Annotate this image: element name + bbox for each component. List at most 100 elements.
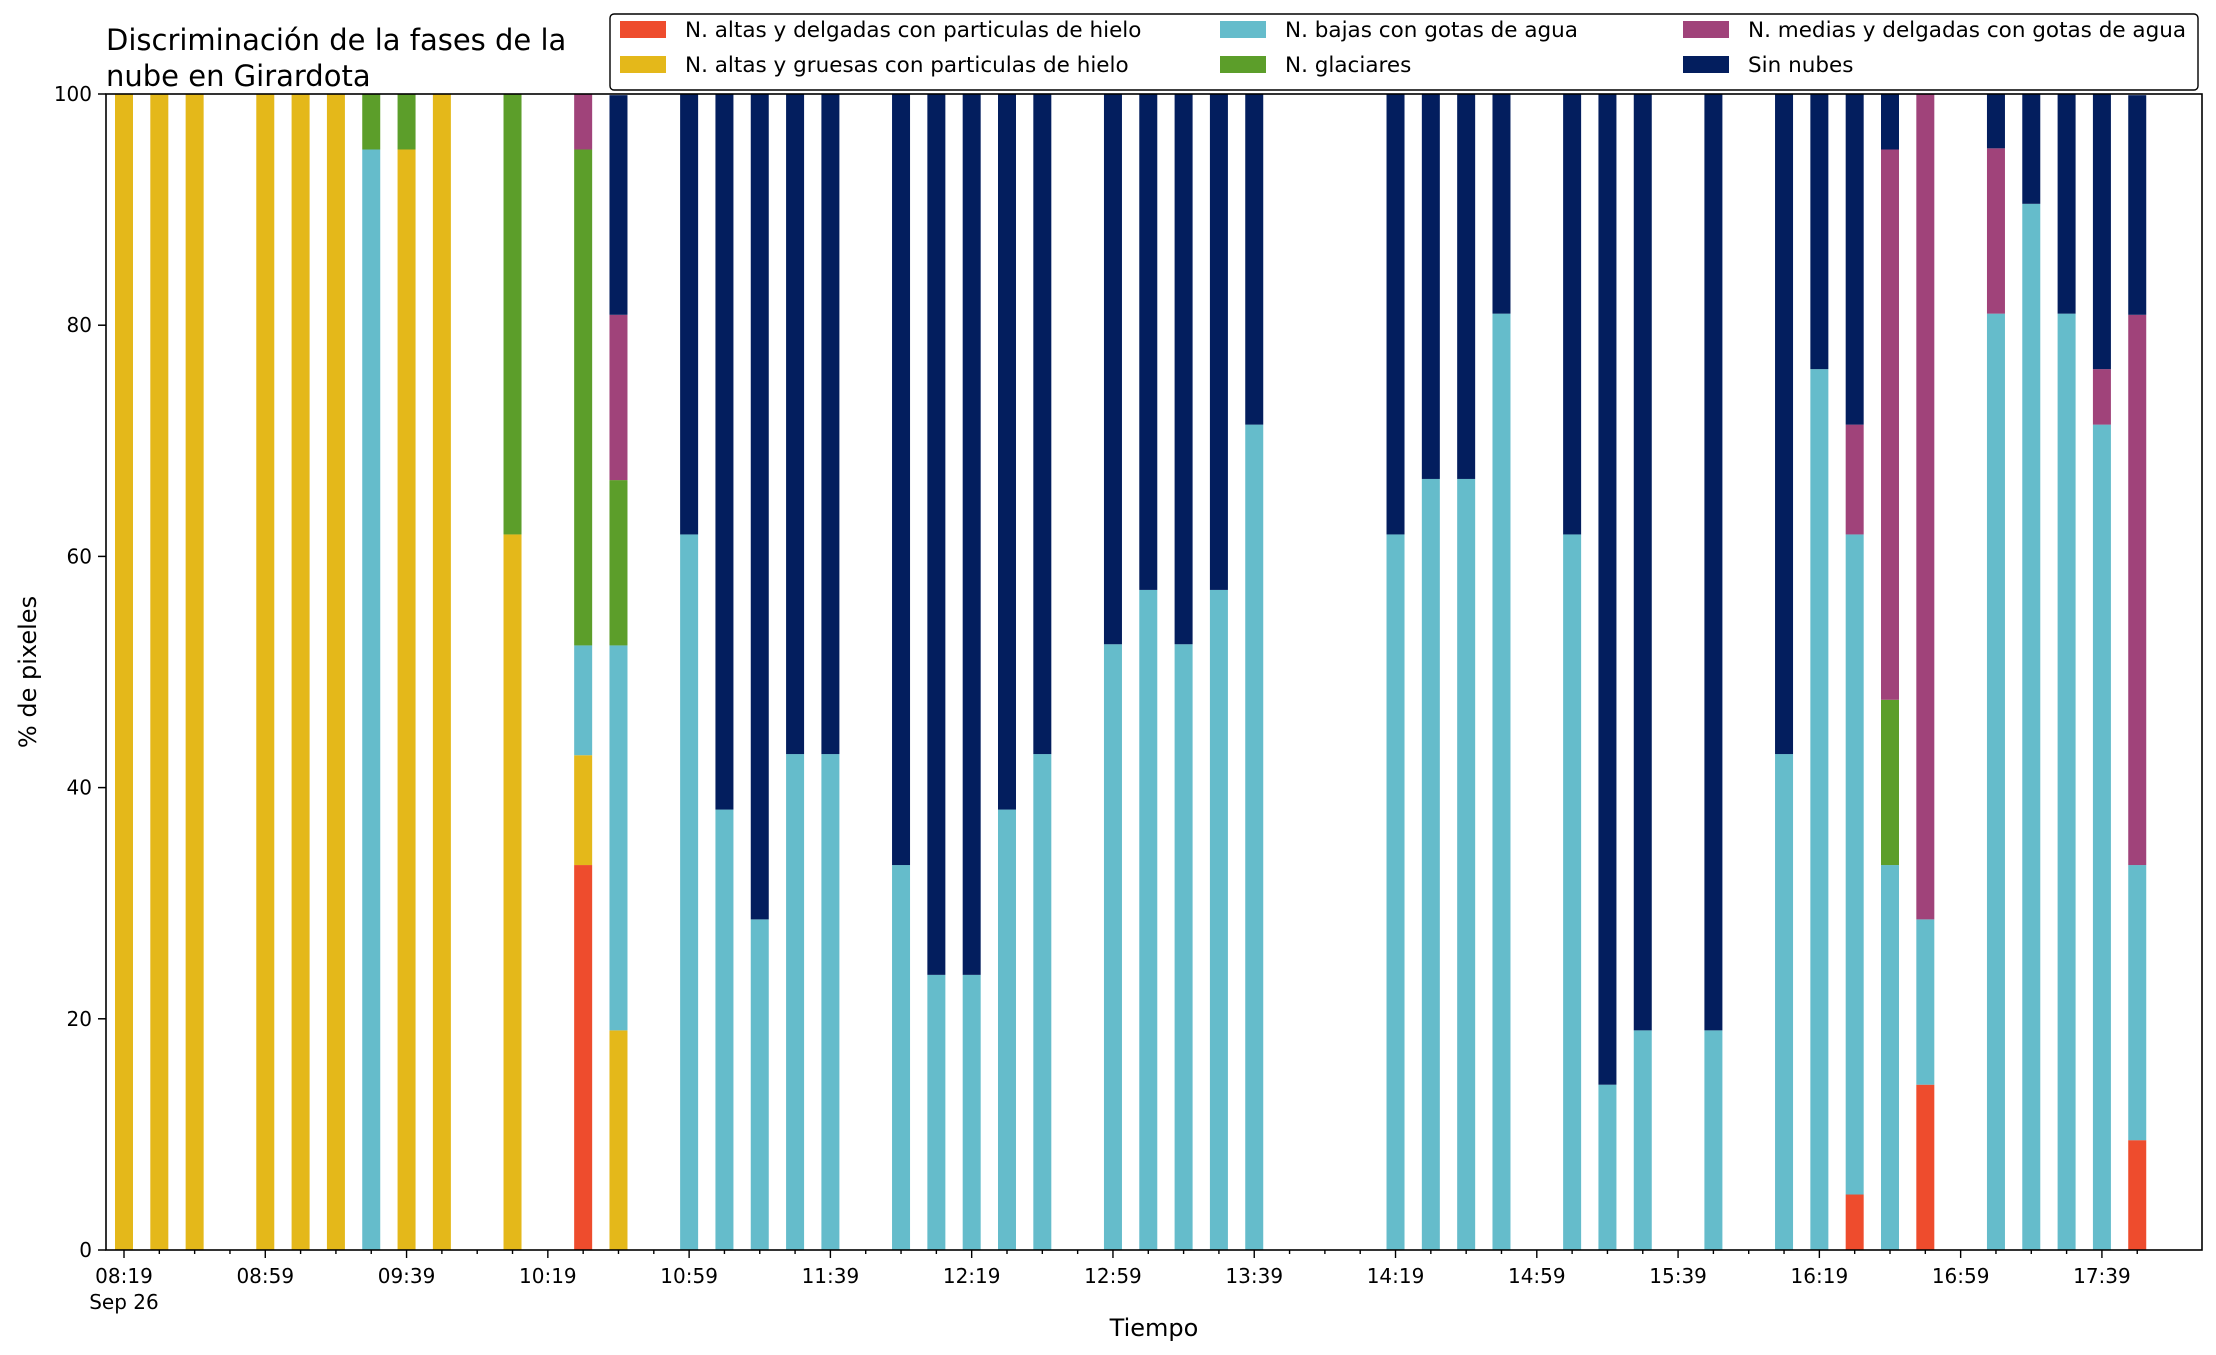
bar-segment-1709-s2 xyxy=(1986,313,2005,1250)
bar-segment-1609-s5 xyxy=(1775,94,1794,755)
bar-segment-1529-s2 xyxy=(1633,1030,1652,1250)
legend-swatch xyxy=(1220,56,1266,73)
bar-segment-1229-s2 xyxy=(998,809,1016,1250)
bar-segment-1159-s5 xyxy=(892,94,911,866)
bar-segment-1709-s5 xyxy=(1986,94,2005,149)
bar-segment-1419-s2 xyxy=(1386,534,1405,1250)
bar-segment-1509-s2 xyxy=(1563,534,1582,1250)
bars-layer xyxy=(115,94,2147,1251)
x-tick-label: 13:39 xyxy=(1225,1264,1283,1288)
bar-segment-1449-s2 xyxy=(1492,313,1511,1250)
legend-swatch xyxy=(1683,21,1729,38)
bar-segment-1039-s2 xyxy=(609,645,628,1031)
bar-segment-1309-s5 xyxy=(1139,94,1158,590)
bar-segment-1219-s2 xyxy=(962,974,981,1250)
bar-segment-1239-s2 xyxy=(1033,754,1052,1250)
x-tick-label: 10:19 xyxy=(519,1264,577,1288)
y-tick-label: 60 xyxy=(67,544,92,568)
chart-title: Discriminación de la fases de la nube en… xyxy=(106,22,626,94)
chart-title-line-2: nube en Girardota xyxy=(106,59,371,93)
bar-segment-1029-s0 xyxy=(574,865,593,1250)
x-tick-label: 15:39 xyxy=(1649,1264,1707,1288)
bar-segment-0919-s1 xyxy=(326,94,345,1250)
legend-swatch xyxy=(620,56,666,73)
x-axis: 08:19 08:59 09:39 10:19 10:59 11:39 12:19 12:59… xyxy=(89,1250,2138,1314)
bar-segment-1439-s2 xyxy=(1457,478,1476,1250)
bar-segment-1509-s5 xyxy=(1563,94,1582,535)
bar-segment-1519-s2 xyxy=(1598,1084,1617,1250)
bar-segment-1629-s4 xyxy=(1845,424,1864,535)
legend-label: N. altas y gruesas con particulas de hie… xyxy=(685,53,1129,78)
bar-segment-1119-s5 xyxy=(750,94,769,920)
bar-segment-1029-s1 xyxy=(574,755,593,866)
bar-segment-1159-s2 xyxy=(892,865,911,1250)
bar-segment-1639-s4 xyxy=(1881,149,1899,700)
x-tick-label: 12:59 xyxy=(1084,1264,1142,1288)
x-tick-label: 14:19 xyxy=(1367,1264,1425,1288)
bar-segment-1639-s5 xyxy=(1881,94,1899,150)
bar-segment-1129-s5 xyxy=(786,94,805,755)
bar-segment-1219-s5 xyxy=(962,94,981,975)
x-tick-label: 08:59 xyxy=(236,1264,294,1288)
bar-segment-1649-s0 xyxy=(1916,1084,1935,1250)
bar-segment-1449-s5 xyxy=(1492,94,1511,314)
legend-label: Sin nubes xyxy=(1748,53,1853,78)
bar-segment-0939-s1 xyxy=(397,149,416,1251)
x-tick-sublabel: Sep 26 xyxy=(89,1290,159,1314)
bar-segment-1709-s4 xyxy=(1986,148,2005,314)
bar-segment-1629-s2 xyxy=(1845,534,1864,1195)
bar-segment-1009-s3 xyxy=(503,94,522,535)
bar-segment-0859-s1 xyxy=(256,94,275,1250)
bar-segment-1059-s5 xyxy=(680,94,699,535)
bar-segment-1749-s4 xyxy=(2128,314,2147,866)
x-tick-label: 14:59 xyxy=(1508,1264,1566,1288)
bar-segment-1729-s5 xyxy=(2057,94,2076,314)
bar-segment-1109-s2 xyxy=(715,809,734,1250)
bar-segment-1059-s2 xyxy=(680,534,699,1250)
bar-segment-1329-s5 xyxy=(1209,94,1228,590)
bar-segment-1739-s2 xyxy=(2092,424,2111,1250)
y-axis: 0 20 40 60 80 100 xyxy=(54,82,106,1262)
bar-segment-1749-s0 xyxy=(2128,1140,2147,1250)
chart-title-line-1: Discriminación de la fases de la xyxy=(106,23,567,57)
x-tick-label: 16:59 xyxy=(1932,1264,1990,1288)
bar-segment-1609-s2 xyxy=(1775,754,1794,1250)
legend-box xyxy=(609,13,2199,91)
x-tick-label: 17:39 xyxy=(2073,1264,2131,1288)
bar-segment-0939-s3 xyxy=(397,94,416,150)
bar-segment-1739-s4 xyxy=(2092,369,2111,425)
bar-segment-1619-s2 xyxy=(1810,369,1829,1250)
y-tick-label: 0 xyxy=(79,1238,92,1262)
legend-swatch xyxy=(620,21,666,38)
legend-swatch xyxy=(1220,21,1266,38)
bar-segment-1549-s5 xyxy=(1704,94,1723,1031)
y-tick-label: 20 xyxy=(67,1007,92,1031)
y-axis-label: % de pixeles xyxy=(14,596,42,748)
bar-segment-0929-s3 xyxy=(362,94,381,150)
bar-segment-1519-s5 xyxy=(1598,94,1617,1085)
axes-frame xyxy=(105,93,2203,1251)
bar-segment-0839-s1 xyxy=(185,94,204,1250)
legend-label: N. altas y delgadas con particulas de hi… xyxy=(685,18,1141,43)
y-tick-label: 100 xyxy=(54,82,92,106)
x-tick-label: 11:39 xyxy=(802,1264,860,1288)
bar-segment-1629-s0 xyxy=(1845,1194,1864,1250)
bar-segment-1629-s5 xyxy=(1845,94,1864,425)
bar-segment-1039-s3 xyxy=(609,480,628,646)
bar-segment-1119-s2 xyxy=(750,919,769,1250)
bar-segment-0929-s2 xyxy=(362,149,381,1251)
bar-segment-1639-s3 xyxy=(1881,699,1899,866)
bar-segment-1549-s2 xyxy=(1704,1030,1723,1250)
bar-segment-0819-s1 xyxy=(115,94,133,1250)
x-tick-label: 16:19 xyxy=(1791,1264,1849,1288)
bar-segment-1719-s5 xyxy=(2022,94,2041,204)
bar-segment-1009-s1 xyxy=(503,534,522,1250)
bar-segment-1619-s5 xyxy=(1810,94,1829,370)
bar-segment-1439-s5 xyxy=(1457,94,1476,479)
bar-segment-1109-s5 xyxy=(715,94,734,810)
bar-segment-1639-s2 xyxy=(1881,865,1899,1250)
bar-segment-1209-s5 xyxy=(927,94,946,975)
x-axis-label: Tiempo xyxy=(1109,1314,1199,1342)
bar-segment-1649-s4 xyxy=(1916,94,1935,920)
x-tick-label: 09:39 xyxy=(378,1264,436,1288)
